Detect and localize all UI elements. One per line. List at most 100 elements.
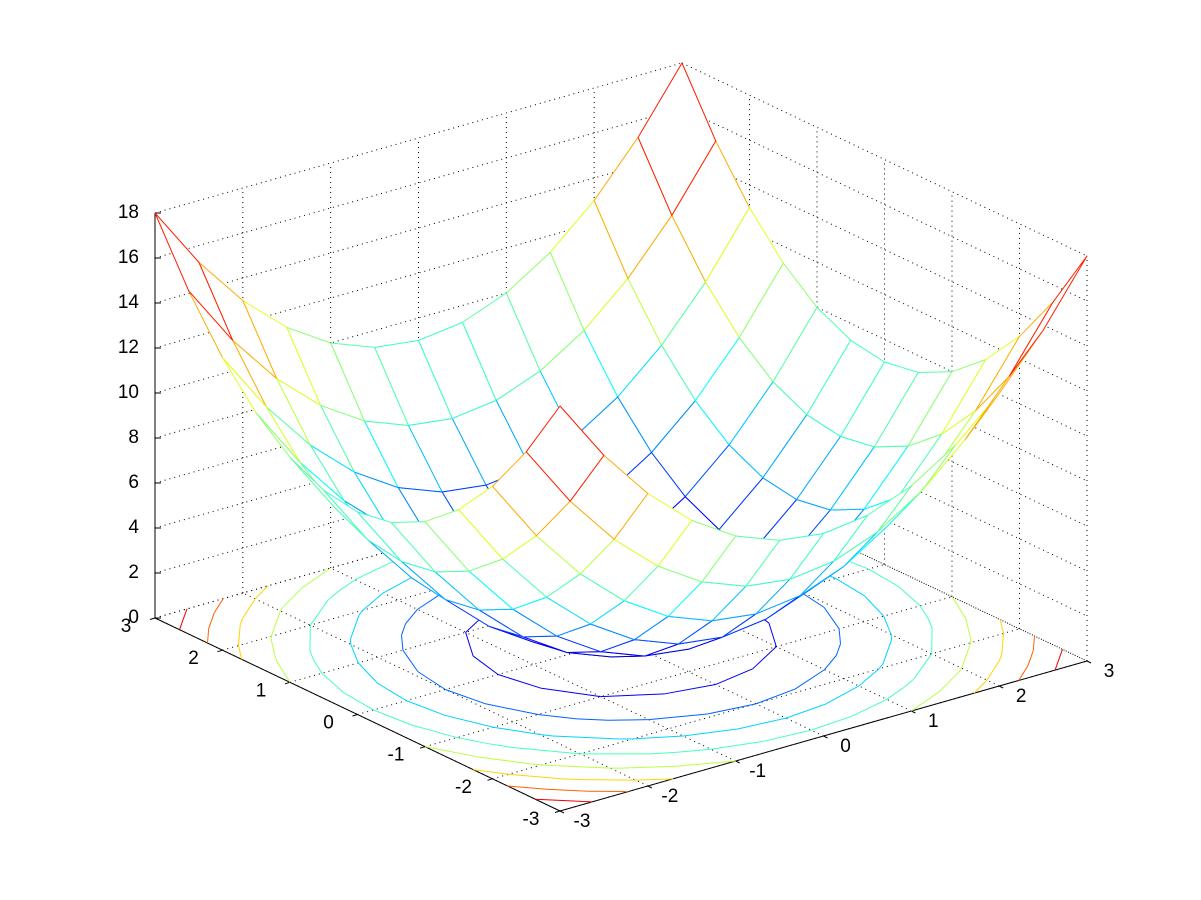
contour-segment [424,746,479,758]
contour-segment [497,674,541,689]
contour-segment [755,688,796,705]
contour-segment [794,669,825,690]
mesh-cell [975,301,1054,412]
x-tick-label: 3 [1104,661,1115,682]
contour-segment [824,654,837,670]
x-tick-label: -3 [574,811,591,832]
contour-segment [683,728,739,737]
contour-segment [864,595,885,617]
contour-segment [825,685,860,705]
y-tick-label: 2 [188,648,199,669]
x-tick [998,685,1004,689]
x-tick-label: 2 [1016,686,1027,707]
z-tick-label: 0 [128,607,139,628]
contour-segment [301,567,331,589]
contour-segment [327,591,339,601]
contour-segment [343,692,374,711]
z-tick-label: 4 [128,517,139,538]
x-tick [1086,660,1092,664]
contour-segment [838,628,841,644]
mesh-cell [637,62,717,216]
contour-segment [911,690,941,712]
contour-segment [540,687,601,698]
contour-segment [239,618,243,626]
contour-segment [986,659,1000,681]
contour-segment [675,748,712,753]
mesh-cell [525,405,605,502]
contour-segment [270,610,281,637]
contour-segment [478,756,532,765]
mesh-cell [154,212,234,341]
contour-segment [401,635,404,651]
contour-segment [835,643,841,656]
contour-segment [270,639,277,661]
contour-segment [417,671,446,690]
contour-segment [811,715,853,731]
x-tick [559,810,565,814]
contour-segment [823,607,840,630]
contour-segment [1032,635,1035,651]
y-tick-label: 3 [121,616,132,637]
contour-segment [373,709,412,726]
y-tick [554,810,561,813]
x-tick-label: -2 [661,786,678,807]
z-tick-label: 16 [118,247,139,268]
contour-segment [835,577,865,597]
contour-segment [711,740,765,750]
contour-segment [354,562,391,581]
contour-segment [358,609,364,616]
contour-segment [600,693,665,698]
contour-segment [883,615,892,635]
contour-segment [349,614,360,640]
contour-segment [752,646,777,670]
contour-segment [562,778,580,781]
contour-segment [382,574,417,594]
contour-segment [493,726,540,736]
contour-segment [485,703,539,716]
contour-segment [882,639,893,665]
z-tick-label: 18 [118,202,139,223]
contour-segment [961,642,972,669]
x-tick [823,735,828,739]
contour-segment [535,798,592,803]
contour-segment [1001,633,1005,654]
contour-segment [444,714,494,728]
contour-segment [313,659,323,674]
contour-segment [507,785,547,790]
z-tick-label: 10 [118,382,139,403]
y-tick-label: -2 [455,777,472,798]
y-tick-label: -1 [388,745,405,766]
contour-segment [362,592,384,611]
contour-segment [951,596,967,619]
z-tick-label: 12 [118,337,139,358]
contour-segment [489,743,513,748]
contour-segment [1054,649,1063,671]
contour-segment [927,618,933,629]
contour-segment [208,612,215,629]
contour-segment [999,619,1005,634]
y-tick-label: 0 [323,713,334,734]
contour-segment [858,668,880,687]
contour-segment [279,607,284,612]
contour-segment [541,764,611,769]
contour-segment [664,684,716,695]
contour-segment [676,760,736,767]
contour-segment [508,773,563,780]
contour-segment [579,779,636,781]
contour-segment [768,622,777,647]
contour-segment [406,700,446,716]
contour-segment [650,751,676,755]
contour-segment [402,649,419,672]
contour-segment [401,623,407,636]
x-tick-label: 0 [840,736,851,757]
y-tick [149,617,156,620]
contour-segment [903,678,915,688]
contour-segment [965,618,972,640]
contour-segment [237,645,243,660]
x-tick [647,785,653,789]
contour-segment [473,769,509,775]
contour-segment [456,737,490,745]
y-tick-label: -3 [523,809,540,830]
